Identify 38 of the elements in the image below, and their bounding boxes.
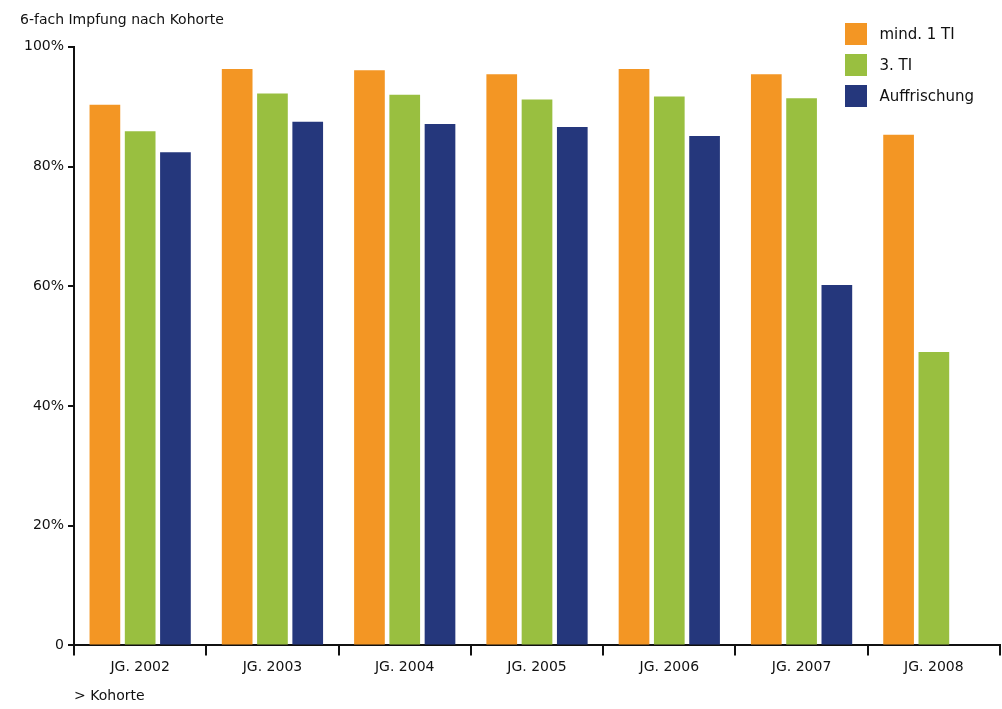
x-axis-title: > Kohorte xyxy=(74,687,145,704)
bar xyxy=(689,135,720,645)
bar xyxy=(521,99,553,645)
bar xyxy=(221,68,253,645)
y-tick-label: 60% xyxy=(32,276,65,293)
bar xyxy=(786,98,817,645)
x-tick-label: JG. 2006 xyxy=(638,658,700,675)
x-tick-label: JG. 2003 xyxy=(241,658,303,675)
bar xyxy=(821,285,853,645)
bar xyxy=(257,93,288,645)
bar xyxy=(424,124,456,645)
legend-label: Auffrischung xyxy=(879,86,974,105)
bar xyxy=(883,134,914,645)
legend-label: 3. TI xyxy=(879,55,913,74)
y-tick-label: 40% xyxy=(32,396,65,413)
x-tick-label: JG. 2008 xyxy=(903,658,964,675)
x-tick-label: JG. 2002 xyxy=(109,658,170,675)
bar xyxy=(750,74,782,645)
bar xyxy=(486,74,518,645)
x-tick-label: JG. 2004 xyxy=(373,658,435,675)
bar xyxy=(618,68,650,645)
y-tick-label: 80% xyxy=(32,157,65,174)
bar xyxy=(124,131,156,645)
legend-label: mind. 1 TI xyxy=(879,24,955,43)
bar xyxy=(653,96,685,645)
bar xyxy=(556,127,588,645)
bar xyxy=(354,70,385,645)
x-tick-label: JG. 2005 xyxy=(506,658,567,675)
x-tick-label: JG. 2007 xyxy=(770,658,832,675)
y-tick-label: 0 xyxy=(55,636,65,653)
bar xyxy=(389,94,421,645)
bar xyxy=(89,104,121,645)
bar xyxy=(292,121,324,645)
chart-title: 6-fach Impfung nach Kohorte xyxy=(20,11,224,28)
bar xyxy=(918,352,950,645)
y-tick-label: 100% xyxy=(23,37,65,54)
y-tick-label: 20% xyxy=(32,516,65,533)
bar xyxy=(160,152,191,645)
